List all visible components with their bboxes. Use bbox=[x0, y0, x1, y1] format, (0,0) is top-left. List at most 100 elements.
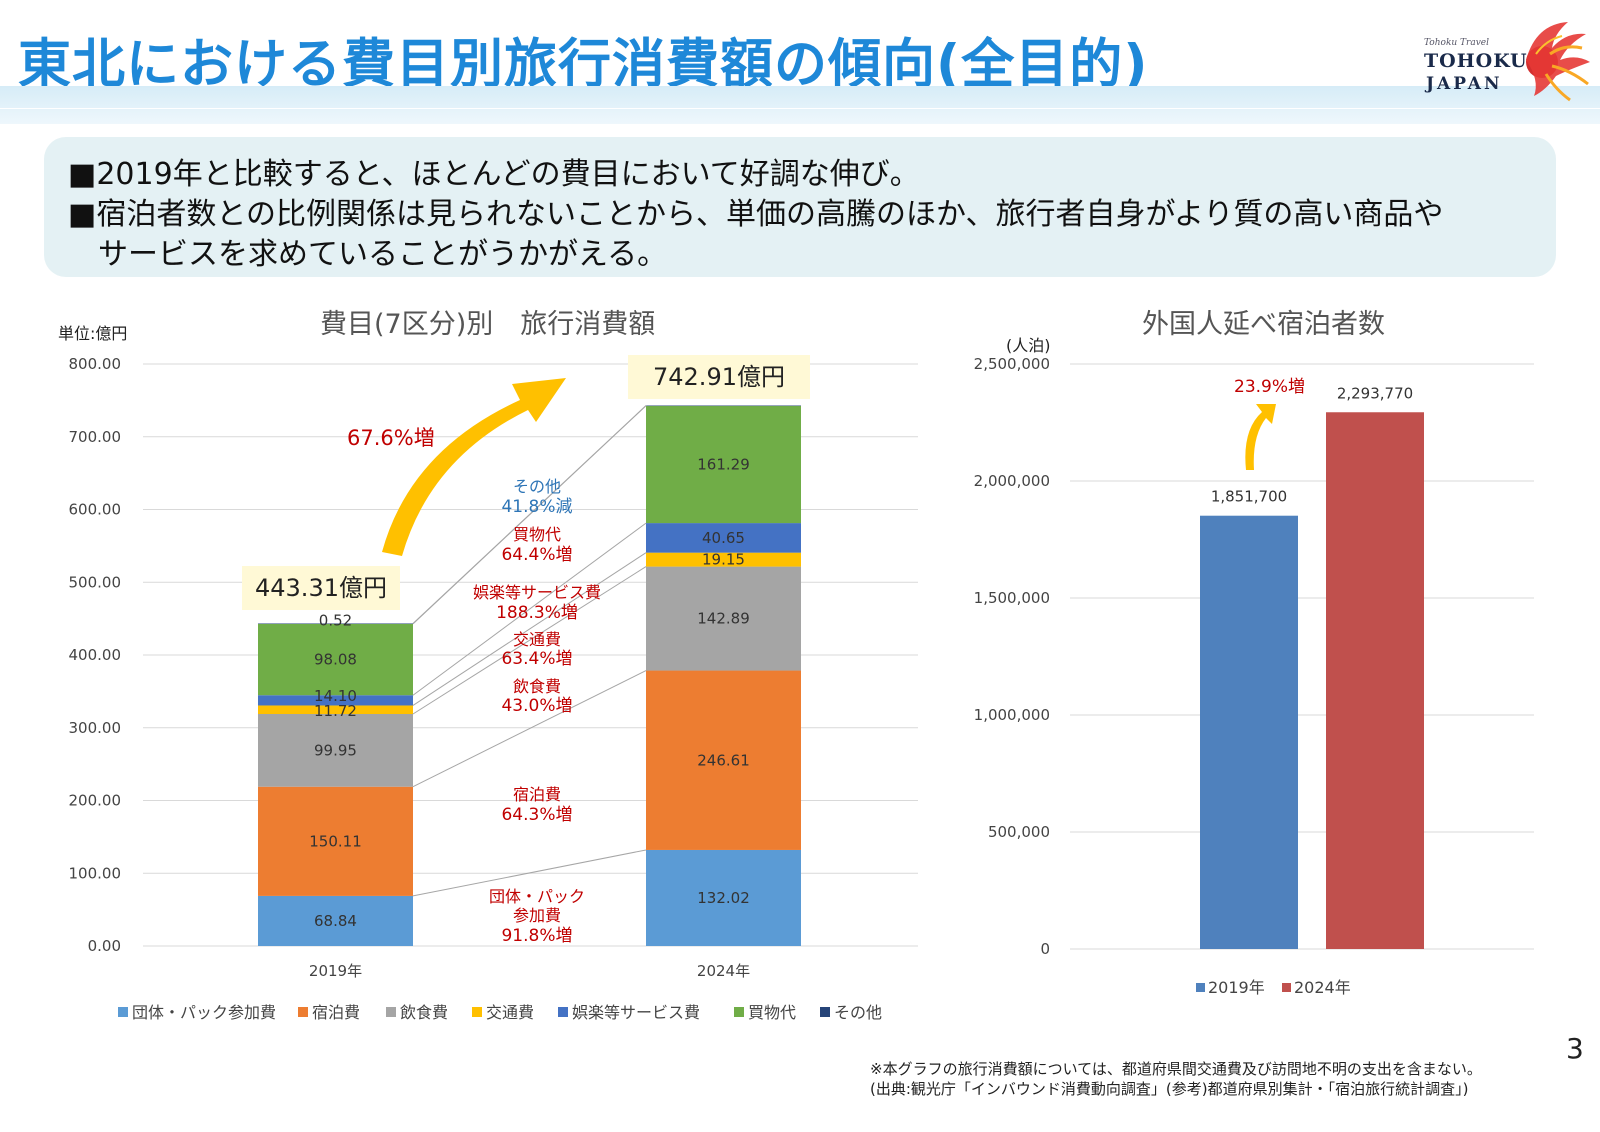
data-label: 99.95 bbox=[314, 741, 357, 759]
summary-line-3: サービスを求めていることがうかがえる。 bbox=[68, 237, 668, 272]
bar-segment bbox=[258, 705, 413, 715]
total-value: 443.31億円 bbox=[255, 574, 387, 602]
y-tick-label: 100.00 bbox=[69, 864, 122, 882]
legend-label: 買物代 bbox=[748, 1003, 796, 1022]
data-label: 132.02 bbox=[697, 889, 750, 907]
bar-segment bbox=[646, 405, 801, 407]
legend-label: 飲食費 bbox=[400, 1003, 448, 1022]
connector-line bbox=[412, 849, 647, 897]
legend-label: 交通費 bbox=[486, 1003, 534, 1022]
data-label: 98.08 bbox=[314, 651, 357, 669]
bar-segment bbox=[646, 566, 801, 671]
bar-segment bbox=[258, 623, 413, 696]
phoenix-icon bbox=[1526, 22, 1590, 102]
total-callout bbox=[242, 566, 400, 610]
legend-label: 2024年 bbox=[1294, 978, 1351, 997]
y-tick-label: 1,000,000 bbox=[974, 706, 1050, 724]
x-tick-label: 2024年 bbox=[697, 962, 750, 980]
bar-segment bbox=[258, 786, 413, 896]
spending-stacked-bar-chart: 0.00 100.00 200.00 300.00 400.00 500.00 600.00… bbox=[69, 355, 918, 1022]
change-category-label: 参加費 bbox=[513, 906, 561, 925]
bar bbox=[1326, 412, 1424, 949]
y-tick-label: 200.00 bbox=[69, 792, 122, 810]
legend-swatch bbox=[298, 1007, 308, 1017]
y-tick-label: 0 bbox=[1040, 940, 1050, 958]
change-percent-label: 41.8%減 bbox=[501, 497, 572, 517]
bar-segment bbox=[646, 405, 801, 524]
legend-label: 娯楽等サービス費 bbox=[572, 1003, 700, 1022]
legend-label: 団体・パック参加費 bbox=[132, 1003, 276, 1022]
growth-arrow-icon bbox=[1245, 404, 1276, 470]
left-chart-unit: 単位:億円 bbox=[58, 324, 128, 343]
y-tick-label: 600.00 bbox=[69, 501, 122, 519]
data-label: 40.65 bbox=[702, 529, 745, 547]
change-category-label: 飲食費 bbox=[513, 677, 561, 696]
bar-segment bbox=[258, 695, 413, 706]
y-tick-label: 400.00 bbox=[69, 646, 122, 664]
data-label: 161.29 bbox=[697, 455, 750, 473]
legend-swatch bbox=[118, 1007, 128, 1017]
y-tick-label: 2,500,000 bbox=[974, 355, 1050, 373]
total-value: 742.91億円 bbox=[653, 363, 785, 391]
legend-label: その他 bbox=[834, 1003, 882, 1022]
connector-line bbox=[412, 566, 647, 715]
legend-swatch bbox=[734, 1007, 744, 1017]
logo-text-japan: JAPAN bbox=[1426, 74, 1503, 94]
change-percent-label: 91.8%増 bbox=[501, 926, 572, 946]
change-percent-label: 63.4%増 bbox=[501, 649, 572, 669]
change-percent-label: 43.0%増 bbox=[501, 696, 572, 716]
legend-label: 2019年 bbox=[1208, 978, 1265, 997]
connector-line bbox=[412, 552, 647, 706]
left-chart-title: 費目(7区分)別 旅行消費額 bbox=[320, 309, 656, 340]
bar-segment bbox=[258, 623, 413, 624]
legend-label: 宿泊費 bbox=[312, 1003, 360, 1022]
change-percent-label: 64.4%増 bbox=[501, 545, 572, 565]
footnote-source: (出典:観光庁「インバウンド消費動向調査」(参考)都道府県別集計・「宿泊旅行統計… bbox=[870, 1080, 1469, 1098]
data-label: 19.15 bbox=[702, 551, 745, 569]
change-percent-label: 64.3%増 bbox=[501, 805, 572, 825]
right-chart-title: 外国人延べ宿泊者数 bbox=[1142, 309, 1385, 340]
y-tick-label: 700.00 bbox=[69, 428, 122, 446]
summary-box: ■2019年と比較すると、ほとんどの費目において好調な伸び。 ■宿泊者数との比例… bbox=[44, 137, 1556, 277]
logo-text-tohoku: TOHOKU bbox=[1424, 50, 1528, 72]
change-category-label: 宿泊費 bbox=[513, 785, 561, 804]
data-label: 68.84 bbox=[314, 912, 357, 930]
data-label: 142.89 bbox=[697, 610, 750, 628]
tohoku-japan-logo: Tohoku Travel TOHOKU JAPAN bbox=[1424, 14, 1594, 104]
y-tick-label: 2,000,000 bbox=[974, 472, 1050, 490]
summary-line-2: ■宿泊者数との比例関係は見られないことから、単価の高騰のほか、旅行者自身がより質… bbox=[68, 197, 1444, 232]
legend-swatch bbox=[558, 1007, 568, 1017]
logo-tagline: Tohoku Travel bbox=[1424, 38, 1490, 48]
page-number: 3 bbox=[1566, 1032, 1584, 1065]
bar-segment bbox=[646, 552, 801, 567]
legend-swatch bbox=[1196, 983, 1205, 992]
data-label: 11.72 bbox=[314, 702, 357, 720]
change-category-label: その他 bbox=[513, 477, 561, 496]
legend-swatch bbox=[386, 1007, 396, 1017]
data-label: 246.61 bbox=[697, 751, 750, 769]
bar bbox=[1200, 515, 1298, 949]
bar-segment bbox=[646, 670, 801, 850]
data-label: 1,851,700 bbox=[1211, 488, 1287, 506]
y-tick-label: 0.00 bbox=[88, 937, 121, 955]
legend-swatch bbox=[472, 1007, 482, 1017]
bar-segment bbox=[646, 849, 801, 946]
bar-segment bbox=[646, 523, 801, 553]
change-percent-label: 188.3%増 bbox=[496, 603, 578, 623]
growth-arrow-icon bbox=[382, 378, 566, 556]
guest-nights-bar-chart: 0 500,000 1,000,000 1,500,000 2,000,000 2,500… bbox=[974, 355, 1534, 997]
y-tick-label: 500,000 bbox=[988, 823, 1050, 841]
footnote-1: ※本グラフの旅行消費額については、都道府県間交通費及び訪問地不明の支出を含まない… bbox=[870, 1060, 1482, 1078]
y-tick-label: 500.00 bbox=[69, 573, 122, 591]
data-label: 150.11 bbox=[309, 832, 362, 850]
growth-label: 23.9%増 bbox=[1234, 377, 1305, 397]
bar-segment bbox=[258, 714, 413, 787]
connector-line bbox=[412, 405, 647, 624]
connector-line bbox=[412, 522, 647, 696]
data-label: 14.10 bbox=[314, 687, 357, 705]
change-category-label: 買物代 bbox=[513, 525, 561, 544]
y-tick-label: 1,500,000 bbox=[974, 589, 1050, 607]
data-label: 2,293,770 bbox=[1337, 384, 1413, 402]
change-category-label: 娯楽等サービス費 bbox=[473, 583, 601, 602]
y-tick-label: 300.00 bbox=[69, 719, 122, 737]
